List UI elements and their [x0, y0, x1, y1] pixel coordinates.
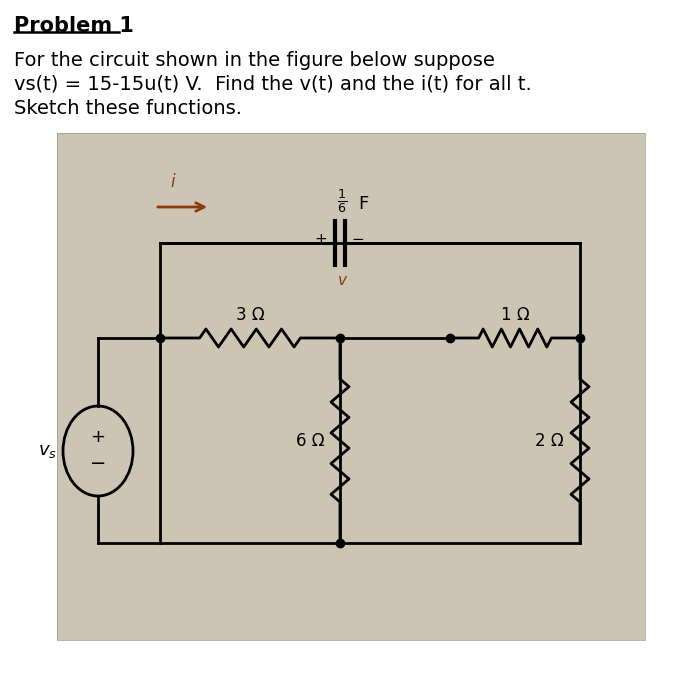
Text: −: − — [351, 232, 364, 246]
Text: +: + — [314, 232, 327, 246]
Text: 2 Ω: 2 Ω — [536, 431, 564, 450]
Text: vs(t) = 15-15u(t) V.  Find the v(t) and the i(t) for all t.: vs(t) = 15-15u(t) V. Find the v(t) and t… — [14, 75, 532, 94]
Text: For the circuit shown in the figure below suppose: For the circuit shown in the figure belo… — [14, 51, 495, 70]
Text: i: i — [170, 173, 175, 191]
Text: Problem 1: Problem 1 — [14, 16, 134, 36]
Text: Sketch these functions.: Sketch these functions. — [14, 99, 242, 118]
Bar — [57, 133, 645, 640]
Text: F: F — [358, 195, 368, 213]
Text: −: − — [90, 454, 106, 472]
Text: $\frac{1}{6}$: $\frac{1}{6}$ — [337, 187, 347, 215]
Text: 6 Ω: 6 Ω — [295, 431, 324, 450]
Text: $v_s$: $v_s$ — [38, 442, 57, 460]
Text: 3 Ω: 3 Ω — [236, 306, 265, 324]
Bar — [57, 133, 645, 640]
Text: +: + — [90, 428, 106, 446]
Text: v: v — [337, 273, 346, 288]
Text: 1 Ω: 1 Ω — [500, 306, 529, 324]
